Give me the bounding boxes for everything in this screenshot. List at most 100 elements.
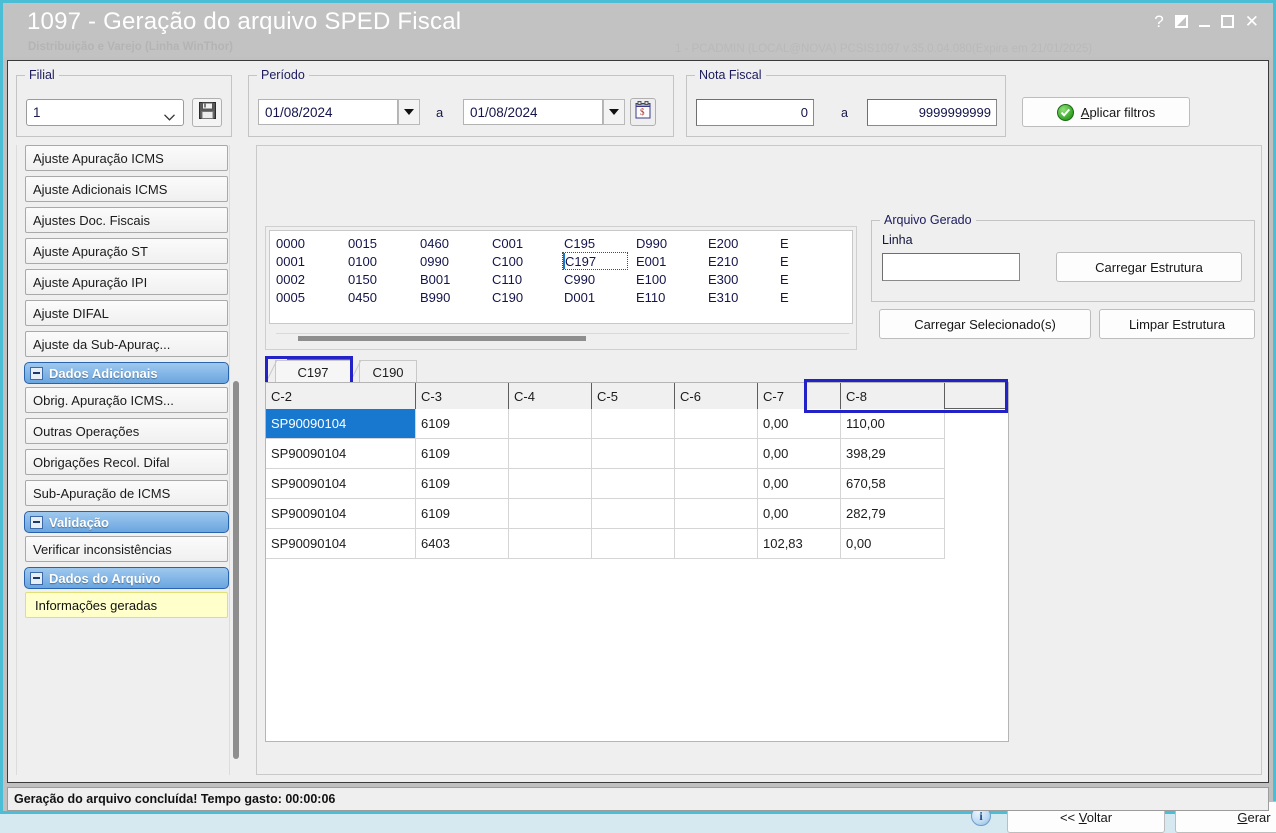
sidebar-item-sub-apura-o-de-icms[interactable]: Sub-Apuração de ICMS: [25, 480, 228, 506]
nota-fiscal-from-input[interactable]: 0: [696, 99, 814, 126]
grid-cell[interactable]: SP90090104: [266, 469, 416, 499]
grid-cell[interactable]: SP90090104: [266, 499, 416, 529]
grid-header-c-4[interactable]: C-4: [509, 383, 592, 409]
grid-header-c-5[interactable]: C-5: [592, 383, 675, 409]
sidebar-item-ajuste-difal[interactable]: Ajuste DIFAL: [25, 300, 228, 326]
sidebar-item-verificar-inconsist-ncias[interactable]: Verificar inconsistências: [25, 536, 228, 562]
periodo-to-input[interactable]: 01/08/2024: [463, 99, 603, 125]
sidebar-group-valida-o[interactable]: Validação: [24, 511, 229, 533]
structure-item[interactable]: E100: [636, 271, 667, 287]
periodo-from-input[interactable]: 01/08/2024: [258, 99, 398, 125]
save-filial-button[interactable]: [192, 98, 222, 127]
structure-item[interactable]: 0002: [276, 271, 305, 287]
sidebar-item-ajuste-apura-o-icms[interactable]: Ajuste Apuração ICMS: [25, 145, 228, 171]
grid-cell[interactable]: [592, 409, 675, 439]
sidebar-item-ajustes-doc-fiscais[interactable]: Ajustes Doc. Fiscais: [25, 207, 228, 233]
grid-cell[interactable]: [675, 529, 758, 559]
restore-icon[interactable]: [1174, 15, 1188, 28]
grid-cell[interactable]: [592, 529, 675, 559]
grid-cell[interactable]: 6403: [416, 529, 509, 559]
structure-item[interactable]: E: [780, 271, 789, 287]
carregar-selecionados-button[interactable]: Carregar Selecionado(s): [879, 309, 1091, 339]
grid-cell[interactable]: [592, 439, 675, 469]
table-row[interactable]: SP90090104 6403 102,83 0,00: [266, 529, 945, 559]
grid-header-c-6[interactable]: C-6: [675, 383, 758, 409]
grid-cell[interactable]: [509, 499, 592, 529]
periodo-from-dropdown[interactable]: [398, 99, 420, 125]
grid-cell[interactable]: 670,58: [841, 469, 945, 499]
sidebar-scrollbar-thumb[interactable]: [233, 381, 239, 759]
grid-cell[interactable]: 6109: [416, 469, 509, 499]
structure-item[interactable]: 0100: [348, 253, 377, 269]
grid-cell[interactable]: [675, 499, 758, 529]
structure-item[interactable]: C990: [564, 271, 596, 287]
structure-item[interactable]: E200: [708, 235, 739, 251]
structure-item[interactable]: 0450: [348, 289, 377, 305]
structure-item[interactable]: E: [780, 253, 789, 269]
tab-c190[interactable]: C190: [349, 360, 417, 384]
sidebar-item-ajuste-da-sub-apura[interactable]: Ajuste da Sub-Apuraç...: [25, 331, 228, 357]
structure-item[interactable]: E110: [636, 289, 666, 305]
maximize-icon[interactable]: [1220, 15, 1234, 28]
structure-item[interactable]: C197: [562, 252, 628, 270]
structure-item[interactable]: C100: [492, 253, 524, 269]
grid-cell[interactable]: 6109: [416, 409, 509, 439]
grid-cell[interactable]: SP90090104: [266, 529, 416, 559]
table-row[interactable]: SP90090104 6109 0,00 670,58: [266, 469, 945, 499]
periodo-to-dropdown[interactable]: [603, 99, 625, 125]
structure-item[interactable]: 0015: [348, 235, 377, 251]
minimize-icon[interactable]: [1198, 16, 1210, 27]
grid-cell[interactable]: 282,79: [841, 499, 945, 529]
grid-cell[interactable]: 0,00: [758, 469, 841, 499]
structure-item[interactable]: E001: [636, 253, 667, 269]
structure-hscrollbar-thumb[interactable]: [298, 336, 586, 341]
grid-cell[interactable]: [509, 469, 592, 499]
grid-cell[interactable]: [509, 409, 592, 439]
close-icon[interactable]: ✕: [1244, 12, 1259, 31]
sidebar-item-ajuste-apura-o-st[interactable]: Ajuste Apuração ST: [25, 238, 228, 264]
structure-item[interactable]: 0150: [348, 271, 377, 287]
table-row[interactable]: SP90090104 6109 0,00 398,29: [266, 439, 945, 469]
sidebar-group-dados-do-arquivo[interactable]: Dados do Arquivo: [24, 567, 229, 589]
apply-filters-button[interactable]: Aplicar filtros: [1022, 97, 1190, 127]
sidebar-item-obriga-es-recol-difal[interactable]: Obrigações Recol. Difal: [25, 449, 228, 475]
grid-cell[interactable]: SP90090104: [266, 439, 416, 469]
tab-c197[interactable]: C197: [265, 360, 351, 384]
grid-header-c-8[interactable]: C-8: [841, 383, 945, 409]
structure-item[interactable]: C195: [564, 235, 596, 251]
sidebar-item-informa-es-geradas[interactable]: Informações geradas: [25, 592, 228, 618]
grid-cell[interactable]: 0,00: [758, 439, 841, 469]
grid-cell[interactable]: 6109: [416, 499, 509, 529]
grid-cell[interactable]: SP90090104: [266, 409, 416, 439]
grid-cell[interactable]: [675, 439, 758, 469]
grid-cell[interactable]: 102,83: [758, 529, 841, 559]
structure-item[interactable]: E310: [708, 289, 739, 305]
structure-list[interactable]: 0000 0001 0002 0005 0015 0100 0150 0450 0460 0990…: [269, 230, 853, 324]
structure-item[interactable]: B990: [420, 289, 451, 305]
structure-item[interactable]: C190: [492, 289, 524, 305]
help-icon[interactable]: ?: [1154, 12, 1164, 31]
periodo-calendar-button[interactable]: $: [630, 98, 656, 126]
sidebar-item-ajuste-adicionais-icms[interactable]: Ajuste Adicionais ICMS: [25, 176, 228, 202]
sidebar-item-obrig-apura-o-icms[interactable]: Obrig. Apuração ICMS...: [25, 387, 228, 413]
structure-item[interactable]: D001: [564, 289, 596, 305]
grid-cell[interactable]: [509, 439, 592, 469]
structure-item[interactable]: D990: [636, 235, 668, 251]
structure-item[interactable]: 0005: [276, 289, 305, 305]
structure-item[interactable]: 0460: [420, 235, 449, 251]
grid-cell[interactable]: 398,29: [841, 439, 945, 469]
grid-cell[interactable]: 6109: [416, 439, 509, 469]
grid-cell[interactable]: [509, 529, 592, 559]
grid-cell[interactable]: 0,00: [758, 499, 841, 529]
grid-cell[interactable]: 110,00: [841, 409, 945, 439]
sidebar-item-ajuste-apura-o-ipi[interactable]: Ajuste Apuração IPI: [25, 269, 228, 295]
grid-header-c-2[interactable]: C-2: [266, 383, 416, 409]
sidebar-item-outras-opera-es[interactable]: Outras Operações: [25, 418, 228, 444]
structure-item[interactable]: C110: [492, 271, 523, 287]
grid-cell[interactable]: [592, 499, 675, 529]
grid-header-c-3[interactable]: C-3: [416, 383, 509, 409]
grid-header-c-7[interactable]: C-7: [758, 383, 841, 409]
structure-item[interactable]: 0001: [276, 253, 305, 269]
grid-cell[interactable]: [675, 409, 758, 439]
structure-item[interactable]: E210: [708, 253, 739, 269]
